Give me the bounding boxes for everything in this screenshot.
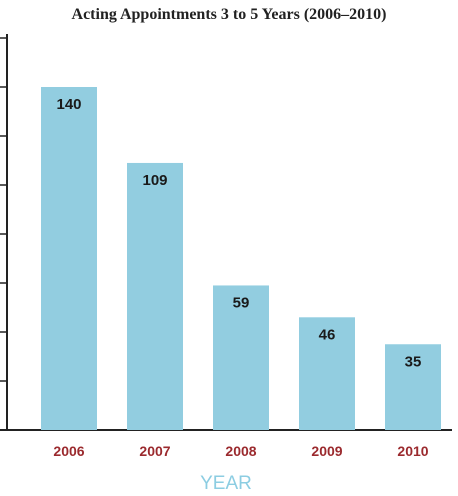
bar-2006 — [41, 87, 97, 430]
x-tick-label-2010: 2010 — [397, 443, 428, 459]
x-tick-label-2006: 2006 — [53, 443, 84, 459]
value-label-2010: 35 — [405, 353, 422, 370]
value-label-2007: 109 — [142, 172, 167, 189]
value-label-2009: 46 — [319, 326, 336, 343]
chart-title: Acting Appointments 3 to 5 Years (2006–2… — [72, 6, 387, 23]
x-axis-title: YEAR — [200, 473, 252, 494]
bar-2007 — [127, 162, 183, 430]
bar-2010 — [385, 344, 441, 430]
plot-area: 140 2006 109 2007 59 2008 46 2009 35 2010 — [0, 34, 452, 459]
bar-2009 — [299, 317, 355, 430]
x-tick-label-2009: 2009 — [311, 443, 342, 459]
value-label-2008: 59 — [233, 294, 250, 311]
bar-2008 — [213, 285, 269, 430]
x-tick-label-2008: 2008 — [225, 443, 256, 459]
value-label-2006: 140 — [56, 96, 81, 113]
x-tick-label-2007: 2007 — [139, 443, 170, 459]
